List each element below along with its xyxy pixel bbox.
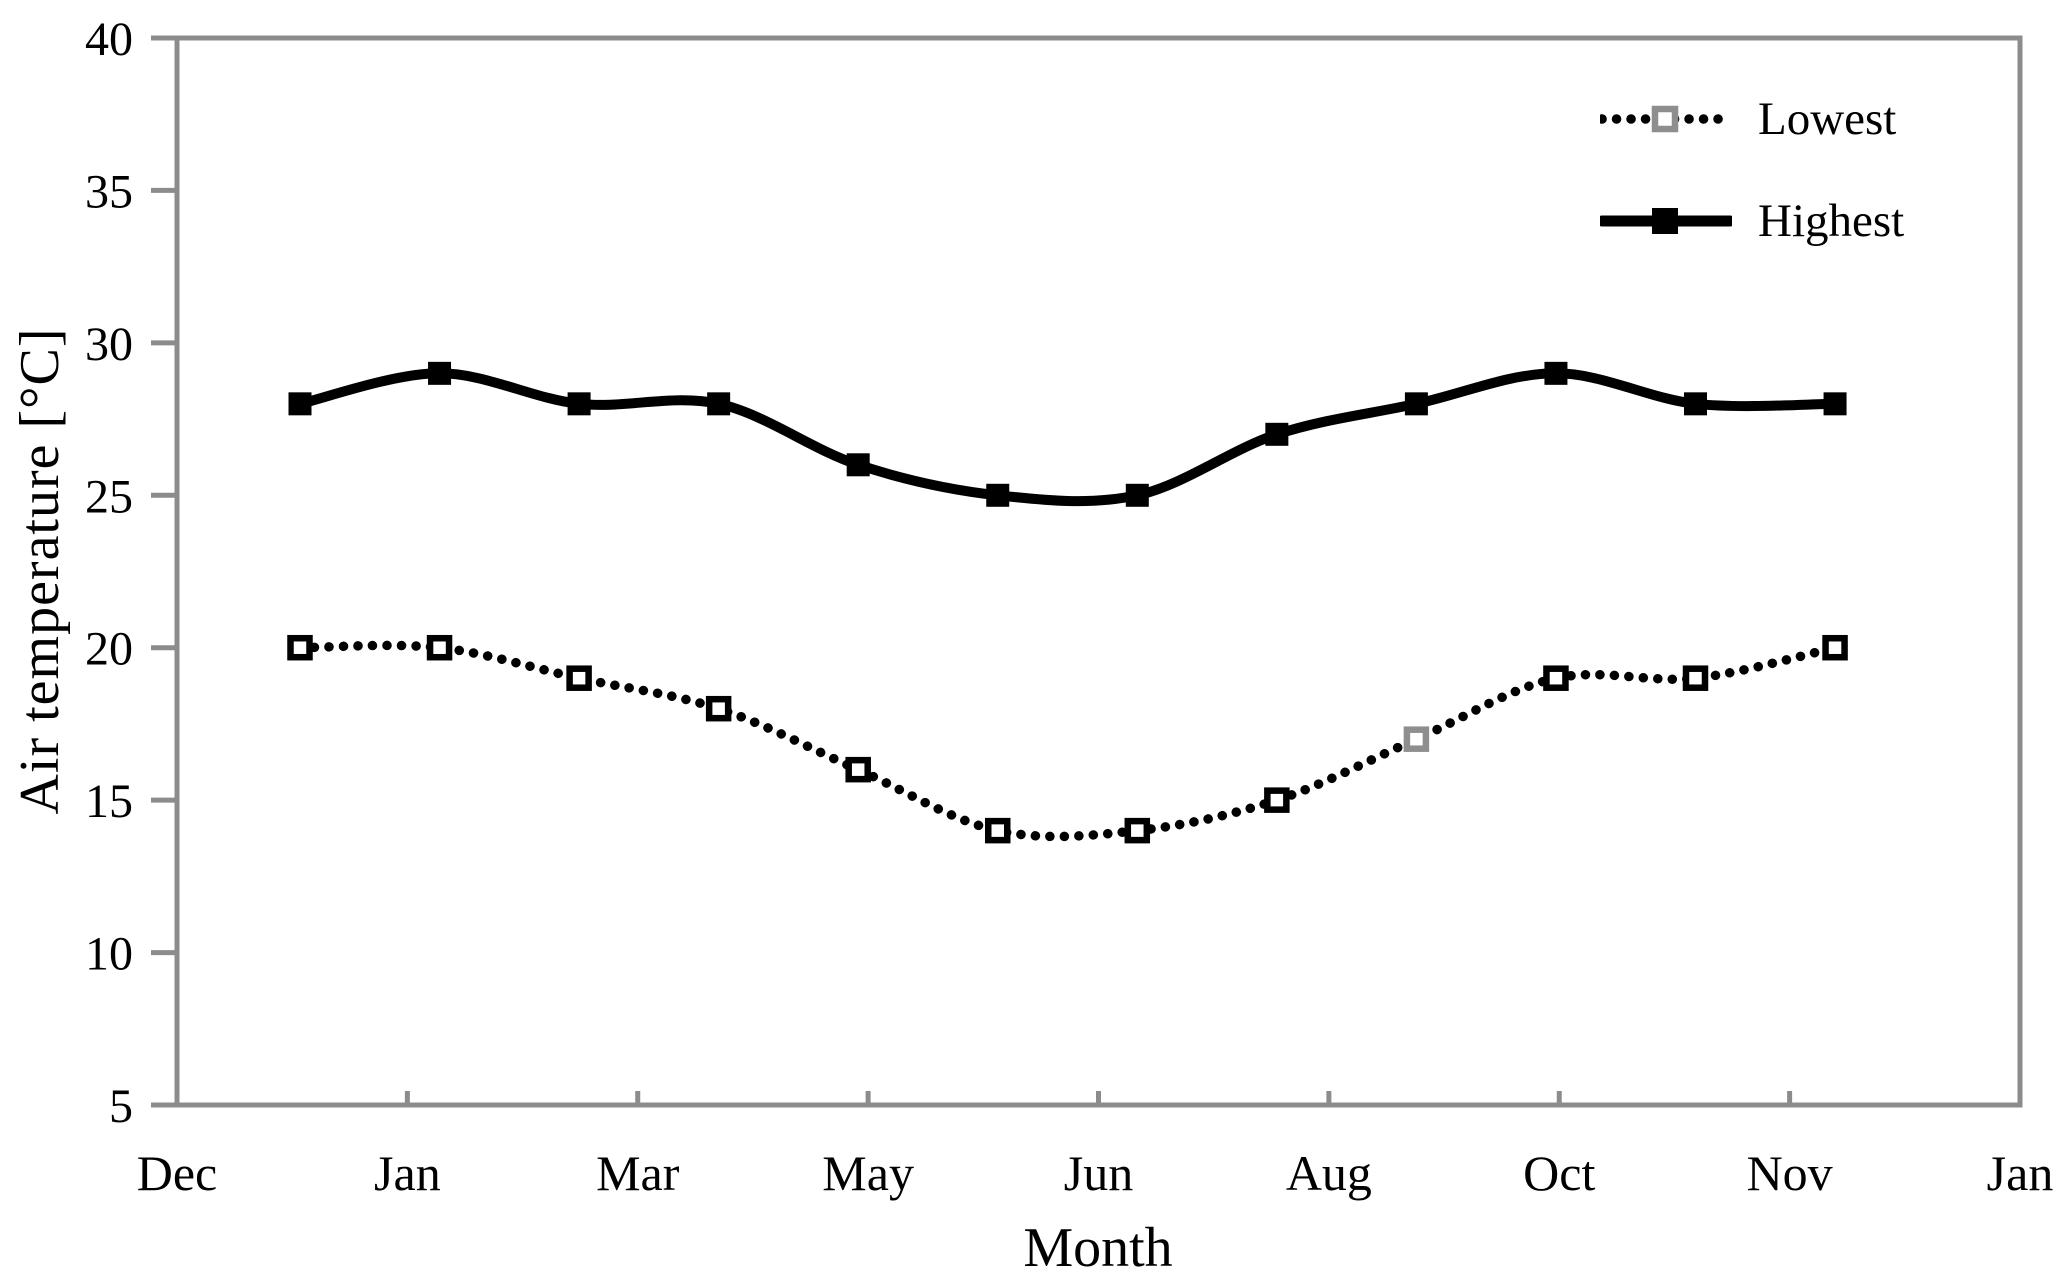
lowest-dotted-line-icon bbox=[1600, 105, 1732, 133]
x-tick-label: Mar bbox=[596, 1145, 680, 1201]
lowest-line bbox=[295, 640, 1840, 842]
highest-marker bbox=[1684, 392, 1707, 416]
y-tick-label: 25 bbox=[85, 470, 133, 523]
lowest-marker bbox=[566, 665, 592, 691]
lowest-marker bbox=[985, 817, 1011, 844]
legend-item-highest: Highest bbox=[1600, 192, 1904, 250]
y-tick-label: 40 bbox=[85, 13, 133, 66]
highest-marker bbox=[986, 483, 1010, 507]
highest-marker bbox=[1823, 392, 1847, 416]
highest-marker bbox=[1125, 483, 1149, 507]
y-tick-label: 15 bbox=[85, 775, 133, 828]
highest-marker bbox=[1544, 361, 1568, 385]
lowest-marker bbox=[845, 756, 871, 783]
highest-marker bbox=[428, 361, 452, 385]
highest-marker bbox=[707, 392, 731, 416]
lowest-marker bbox=[426, 634, 453, 661]
y-tick-label: 35 bbox=[85, 165, 133, 218]
legend: Lowest Highest bbox=[1600, 90, 1904, 250]
x-tick-label: Jan bbox=[374, 1145, 441, 1201]
highest-marker bbox=[288, 392, 312, 416]
x-tick-label: Jun bbox=[1064, 1145, 1133, 1201]
highest-line bbox=[298, 368, 1836, 507]
x-tick-label: Nov bbox=[1747, 1145, 1833, 1201]
highest-solid-line-icon bbox=[1600, 208, 1732, 234]
lowest-marker bbox=[1403, 726, 1430, 752]
lowest-marker bbox=[1822, 634, 1848, 661]
lowest-marker bbox=[1264, 787, 1290, 813]
x-tick-label: Oct bbox=[1523, 1145, 1595, 1201]
lowest-marker bbox=[1124, 817, 1151, 844]
x-tick-label: Aug bbox=[1286, 1145, 1372, 1201]
x-tick-label: May bbox=[822, 1145, 914, 1201]
highest-marker bbox=[1265, 422, 1289, 446]
legend-item-lowest: Lowest bbox=[1600, 90, 1904, 148]
lowest-marker bbox=[287, 634, 313, 661]
lowest-marker bbox=[705, 695, 732, 722]
legend-label-highest: Highest bbox=[1758, 195, 1905, 247]
highest-marker bbox=[567, 392, 591, 416]
x-tick-label: Jan bbox=[1987, 1145, 2054, 1201]
lowest-marker bbox=[1543, 665, 1569, 691]
x-tick-label: Dec bbox=[137, 1145, 218, 1201]
highest-marker bbox=[1404, 392, 1428, 416]
y-tick-label: 20 bbox=[85, 623, 133, 676]
highest-marker bbox=[846, 453, 870, 477]
lowest-marker bbox=[1682, 665, 1709, 691]
x-axis-title: Month bbox=[1023, 1217, 1173, 1279]
legend-label-lowest: Lowest bbox=[1758, 93, 1897, 145]
y-axis-title: Air temperature [°C] bbox=[9, 327, 71, 815]
y-tick-label: 5 bbox=[109, 1080, 133, 1133]
y-tick-label: 30 bbox=[85, 318, 133, 371]
y-tick-label: 10 bbox=[85, 928, 133, 981]
